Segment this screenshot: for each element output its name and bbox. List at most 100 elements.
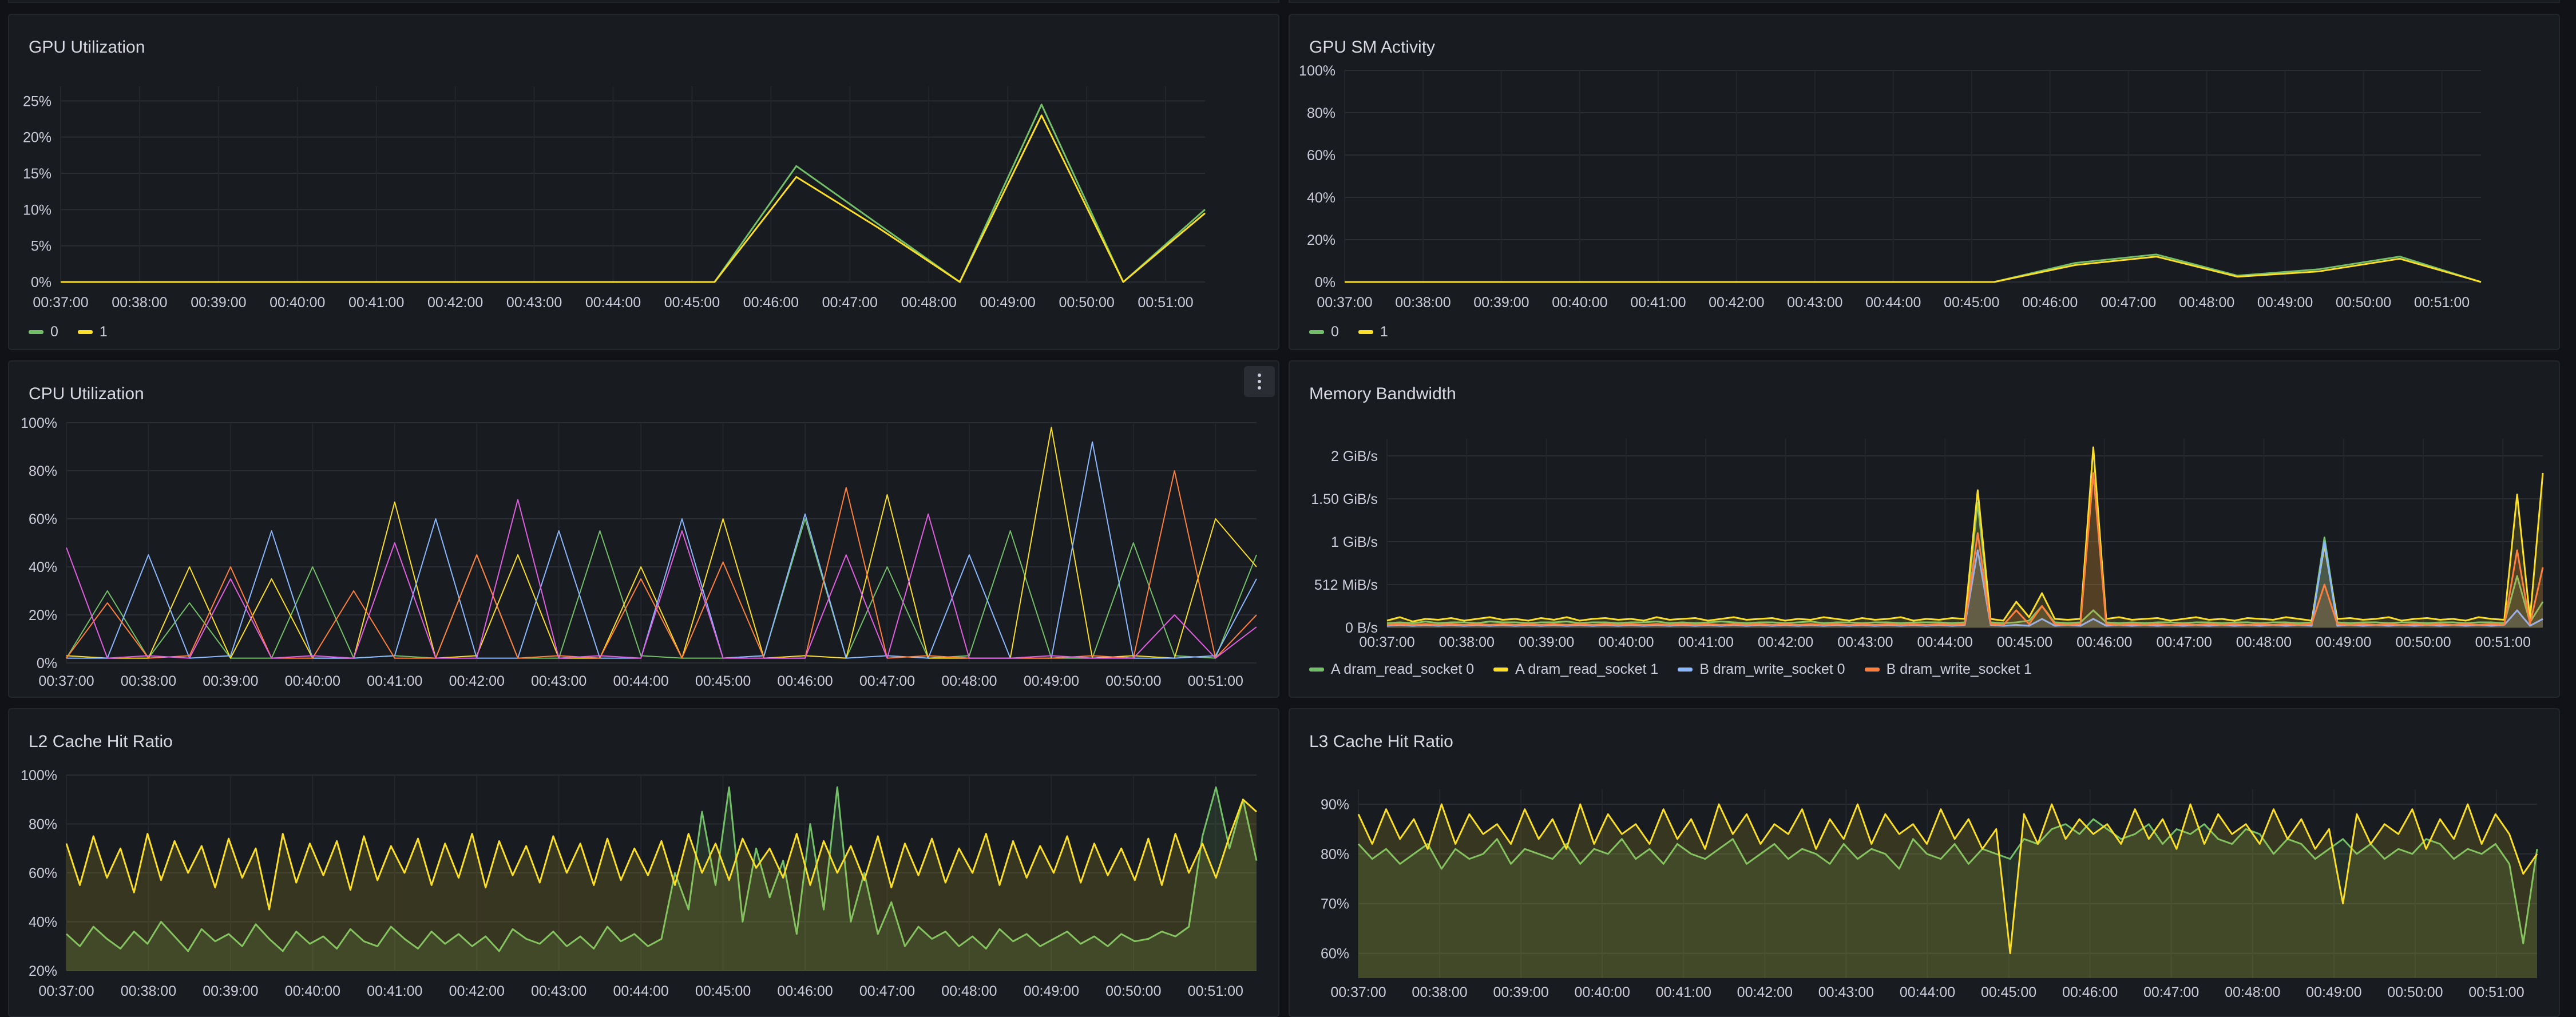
legend-item[interactable]: 0 <box>1309 324 1339 340</box>
y-tick-label: 40% <box>29 559 57 575</box>
y-tick-label: 60% <box>29 511 57 527</box>
series-line-0 <box>1357 818 2538 944</box>
x-tick-label: 00:42:00 <box>427 295 483 311</box>
series-line-1 <box>1357 803 2538 955</box>
x-tick-label: 00:50:00 <box>2336 295 2391 311</box>
panel-memory-bandwidth[interactable]: Memory Bandwidth 0 B/s 512 MiB/s 1 GiB/s 1.… <box>1289 360 2560 698</box>
x-tick-label: 00:49:00 <box>980 295 1036 311</box>
series-group <box>1386 446 2544 627</box>
x-tick-label: 00:44:00 <box>1917 634 1973 650</box>
legend-swatch <box>1309 330 1324 334</box>
x-tick-label: 00:37:00 <box>1359 634 1414 650</box>
x-tick-label: 00:49:00 <box>1024 673 1079 689</box>
x-tick-label: 00:37:00 <box>1317 295 1372 311</box>
x-tick-label: 00:49:00 <box>1024 983 1079 999</box>
top-right-panel-edge <box>1289 0 2560 3</box>
legend-swatch <box>29 330 43 334</box>
y-tick-label: 0% <box>1315 275 1335 291</box>
panel-l2-cache-hit-ratio[interactable]: L2 Cache Hit Ratio 20% 40% 60% 80% 100% 00:37… <box>8 708 1279 1017</box>
panel-title: CPU Utilization <box>29 384 144 403</box>
x-tick-label: 00:43:00 <box>1818 984 1874 1000</box>
series-line-A dram_read_socket 0 <box>1386 502 2544 624</box>
x-tick-label: 00:49:00 <box>2316 634 2371 650</box>
panel-menu-icon[interactable] <box>1244 366 1275 397</box>
x-tick-label: 00:39:00 <box>1493 984 1548 1000</box>
legend-item[interactable]: 1 <box>77 324 108 340</box>
series-line-1 <box>1345 256 2482 283</box>
series-area-0 <box>66 787 1257 971</box>
legend-item[interactable]: 1 <box>1358 324 1388 340</box>
grid-lines <box>1386 439 2543 628</box>
x-tick-label: 00:47:00 <box>2143 984 2199 1000</box>
y-tick-label: 0% <box>37 656 57 672</box>
legend-label: 0 <box>50 324 58 340</box>
legend-item[interactable]: 0 <box>29 324 58 340</box>
x-tick-label: 00:41:00 <box>367 673 422 689</box>
x-tick-label: 00:37:00 <box>1330 984 1386 1000</box>
axis-labels: 0% 20% 40% 60% 80% 100% 00:37:00 00:38:00 00:39:… <box>21 415 1243 689</box>
series-area-0 <box>1358 819 2537 978</box>
panel-gpu-sm-activity[interactable]: GPU SM Activity 0% 20% 40% 60% 80% 100% 00:37:… <box>1289 14 2560 350</box>
x-tick-label: 00:47:00 <box>822 295 878 311</box>
series-line-A dram_read_socket 1 <box>1386 446 2544 622</box>
x-tick-label: 00:44:00 <box>585 295 641 311</box>
panel-title: GPU Utilization <box>29 38 145 57</box>
panel-title: GPU SM Activity <box>1309 38 1436 57</box>
panel-l3-cache-hit-ratio[interactable]: L3 Cache Hit Ratio 60% 70% 80% 90% 00:37:00 0… <box>1289 708 2560 1017</box>
legend-item[interactable]: B dram_write_socket 0 <box>1678 661 1845 678</box>
memory-bandwidth-chart: 0 B/s 512 MiB/s 1 GiB/s 1.50 GiB/s 2 GiB/s 00… <box>1311 439 2544 650</box>
legend-item[interactable]: B dram_write_socket 1 <box>1864 661 2032 678</box>
x-tick-label: 00:46:00 <box>777 983 833 999</box>
grid-lines <box>60 86 1205 283</box>
x-tick-label: 00:45:00 <box>695 983 751 999</box>
series-line-1 <box>65 798 1258 911</box>
panel-gpu-utilization[interactable]: GPU Utilization 0% 5% 10% 15% 20% 25% 00:37:00… <box>8 14 1279 350</box>
x-tick-label: 00:39:00 <box>1519 634 1574 650</box>
axis-labels: 0% 5% 10% 15% 20% 25% 00:37:00 00:38:00 00:39:00… <box>23 93 1194 311</box>
y-tick-label: 0% <box>31 275 51 291</box>
x-tick-label: 00:44:00 <box>1865 295 1921 311</box>
series-group <box>65 786 1258 971</box>
x-tick-label: 00:41:00 <box>1630 295 1686 311</box>
y-tick-label: 80% <box>29 463 57 479</box>
y-tick-label: 70% <box>1321 896 1349 912</box>
l3-cache-chart: 60% 70% 80% 90% 00:37:00 00:38:00 00:39:00 00:4… <box>1321 789 2538 1000</box>
series-line-1 <box>66 427 1257 659</box>
x-tick-label: 00:50:00 <box>2387 984 2443 1000</box>
top-panels-edge <box>0 0 2576 3</box>
y-tick-label: 40% <box>1307 190 1335 206</box>
legend-item[interactable]: A dram_read_socket 0 <box>1309 661 1474 678</box>
x-tick-label: 00:45:00 <box>1997 634 2052 650</box>
legend-label: A dram_read_socket 0 <box>1331 661 1475 677</box>
legend-item[interactable]: A dram_read_socket 1 <box>1493 661 1658 678</box>
x-tick-label: 00:37:00 <box>38 673 94 689</box>
y-tick-label: 512 MiB/s <box>1314 577 1378 593</box>
x-tick-label: 00:49:00 <box>2306 984 2361 1000</box>
y-tick-label: 60% <box>1307 148 1335 164</box>
x-tick-label: 00:40:00 <box>270 295 325 311</box>
panel-cpu-utilization[interactable]: CPU Utilization 0% 20% 40% 60% 80% 100% 00:37:… <box>8 360 1279 698</box>
y-tick-label: 80% <box>29 817 57 833</box>
series-line-B dram_write_socket 1 <box>1386 472 2544 626</box>
top-left-panel-edge <box>8 0 1279 3</box>
x-tick-label: 00:48:00 <box>941 983 997 999</box>
x-tick-label: 00:48:00 <box>941 673 997 689</box>
x-tick-label: 00:45:00 <box>1981 984 2036 1000</box>
series-area-1 <box>1387 447 2543 627</box>
y-tick-label: 20% <box>29 607 57 623</box>
x-tick-label: 00:37:00 <box>38 983 94 999</box>
x-tick-label: 00:38:00 <box>121 673 176 689</box>
x-tick-label: 00:41:00 <box>1656 984 1711 1000</box>
y-tick-label: 100% <box>1299 63 1335 79</box>
x-tick-label: 00:46:00 <box>2062 984 2118 1000</box>
legend-swatch <box>1864 668 1880 672</box>
series-area-0 <box>1387 503 2543 627</box>
x-tick-label: 00:47:00 <box>859 983 915 999</box>
x-tick-label: 00:39:00 <box>191 295 246 311</box>
x-tick-label: 00:44:00 <box>613 983 668 999</box>
x-tick-label: 00:42:00 <box>1758 634 1813 650</box>
x-tick-label: 00:47:00 <box>859 673 915 689</box>
x-tick-label: 00:42:00 <box>449 983 505 999</box>
x-tick-label: 00:48:00 <box>2225 984 2280 1000</box>
